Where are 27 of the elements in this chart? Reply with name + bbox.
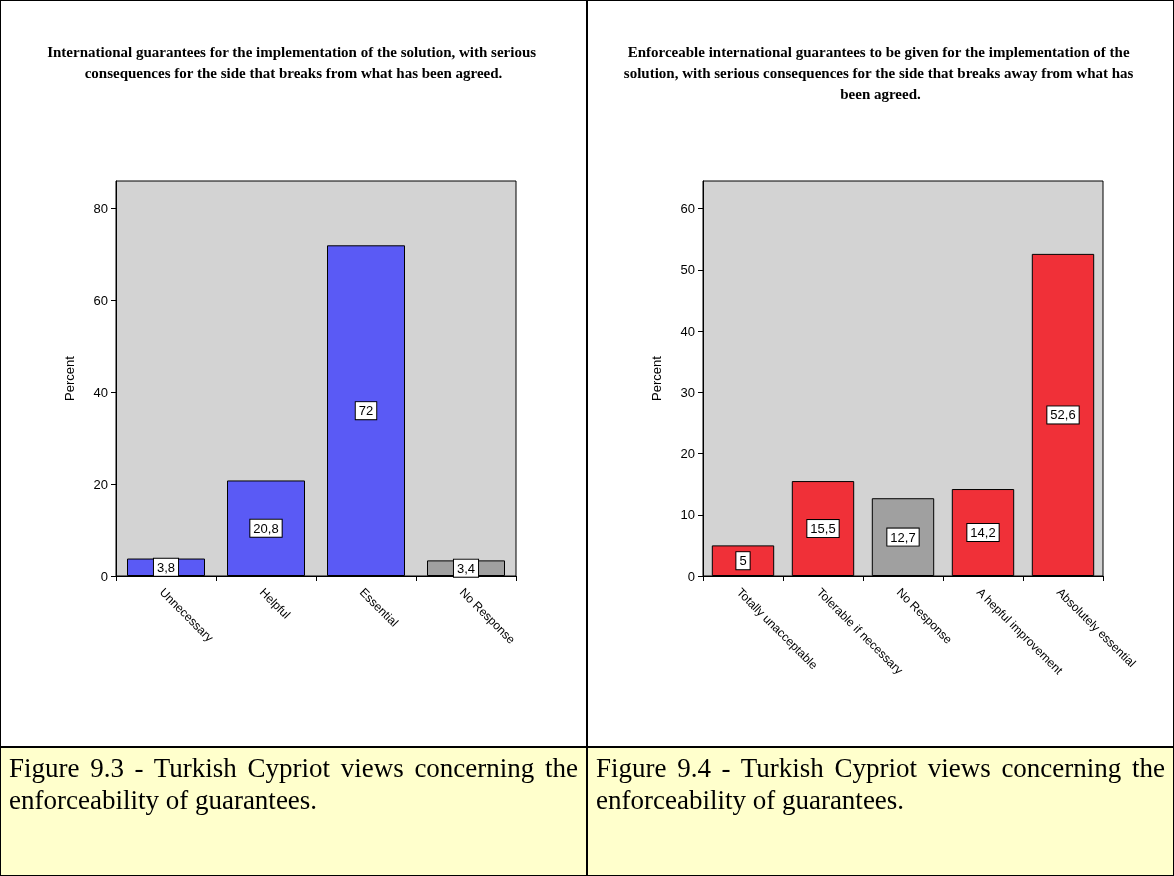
chart-title: International guarantees for the implementation of the solution, with serious consequences for the side that breaks from what has been agreed. bbox=[47, 43, 540, 81]
y-tick-label: 50 bbox=[680, 262, 695, 278]
y-tick-label: 20 bbox=[680, 446, 695, 462]
y-tick-label: 40 bbox=[680, 323, 695, 339]
y-axis-title: Percent bbox=[62, 355, 77, 401]
data-label: 15,5 bbox=[810, 521, 836, 537]
data-label: 52,6 bbox=[1050, 407, 1076, 423]
y-axis-title: Percent bbox=[649, 355, 664, 401]
y-tick-label: 20 bbox=[93, 476, 108, 492]
data-label: 3,4 bbox=[456, 560, 476, 576]
data-label: 14,2 bbox=[970, 525, 996, 541]
y-tick-label: 60 bbox=[680, 201, 695, 217]
y-tick-label: 80 bbox=[93, 201, 108, 217]
data-label: 12,7 bbox=[890, 529, 916, 545]
data-label: 20,8 bbox=[253, 520, 279, 536]
data-label: 3,8 bbox=[156, 559, 176, 575]
y-tick-label: 40 bbox=[93, 384, 108, 400]
y-tick-label: 60 bbox=[93, 292, 108, 308]
y-tick-label: 0 bbox=[687, 568, 695, 584]
y-tick-label: 10 bbox=[680, 507, 695, 523]
y-tick-label: 0 bbox=[100, 568, 108, 584]
data-label: 5 bbox=[739, 553, 747, 569]
caption: Figure 9.4 - Turkish Cypriot views concerning the enforceability of guarantees. bbox=[596, 752, 1165, 817]
chart-title: Enforceable international guarantees to be given for the implementation of the solution, with serious consequences for the side that breaks away from what has been agreed. bbox=[623, 43, 1138, 102]
data-label: 72 bbox=[358, 403, 374, 419]
caption: Figure 9.3 - Turkish Cypriot views concerning the enforceability of guarantees. bbox=[9, 752, 578, 817]
y-tick-label: 30 bbox=[680, 384, 695, 400]
